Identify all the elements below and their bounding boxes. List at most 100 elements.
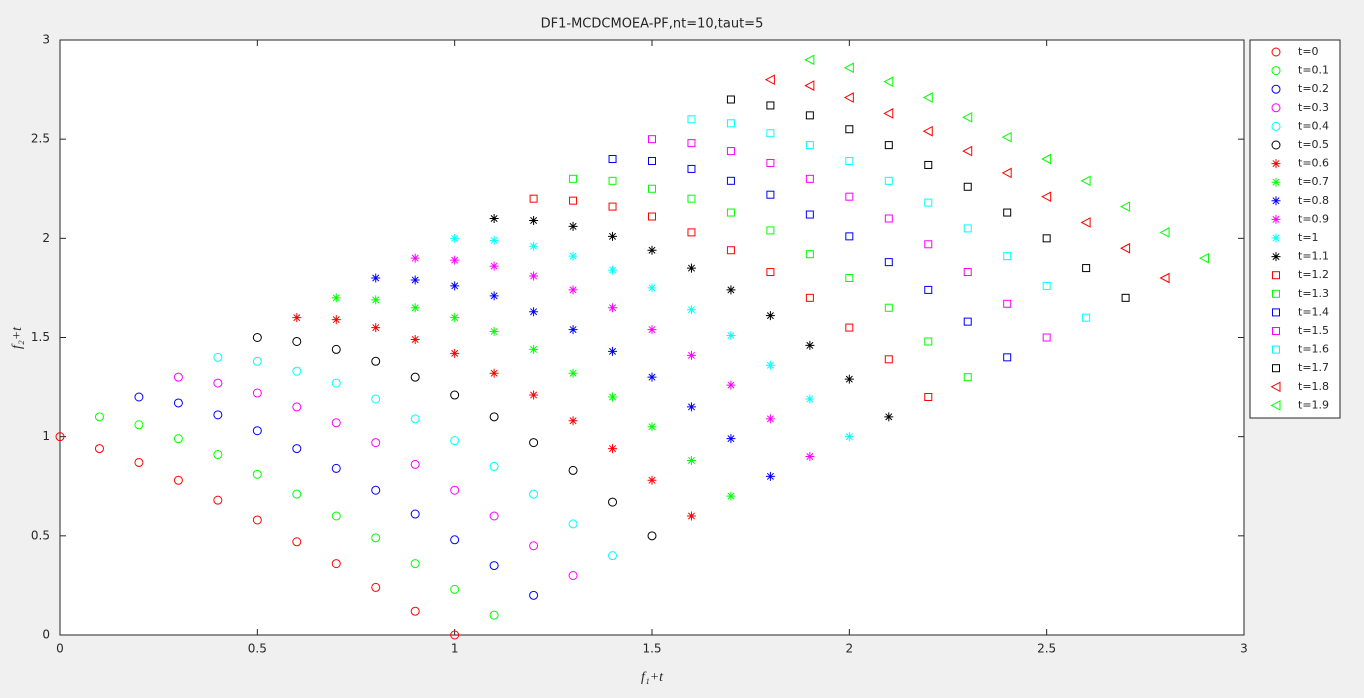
- series: [687, 115, 1091, 322]
- marker: [845, 274, 854, 282]
- marker: [213, 450, 223, 460]
- marker: [371, 356, 381, 366]
- marker: [884, 303, 893, 312]
- marker: [805, 394, 815, 404]
- marker: [1082, 313, 1091, 322]
- marker: [252, 356, 262, 366]
- marker: [766, 158, 775, 167]
- legend-label: t=1.9: [1298, 398, 1329, 411]
- legend-label: t=0.4: [1298, 119, 1329, 132]
- marker: [884, 176, 893, 185]
- marker: [292, 366, 302, 376]
- series: [529, 194, 933, 401]
- marker: [924, 285, 933, 294]
- marker: [529, 194, 538, 203]
- marker: [647, 531, 657, 541]
- marker: [371, 438, 381, 448]
- marker: [371, 295, 381, 305]
- marker: [726, 434, 736, 444]
- y-tick-label: 1: [42, 429, 50, 443]
- marker: [489, 368, 499, 378]
- marker: [764, 74, 775, 85]
- marker: [529, 390, 539, 400]
- marker: [292, 313, 302, 323]
- marker: [884, 355, 893, 364]
- marker: [410, 414, 420, 424]
- y-tick-label: 3: [42, 33, 50, 47]
- marker: [648, 156, 656, 165]
- marker: [1003, 208, 1012, 217]
- marker: [529, 307, 539, 317]
- marker: [647, 325, 657, 335]
- legend-marker: [1271, 159, 1281, 169]
- marker: [292, 537, 302, 547]
- marker: [647, 372, 657, 382]
- marker: [410, 509, 420, 519]
- marker: [450, 390, 460, 400]
- marker: [331, 293, 341, 303]
- legend-label: t=1.3: [1298, 287, 1329, 300]
- marker: [726, 176, 735, 185]
- marker: [331, 463, 341, 473]
- marker: [410, 334, 420, 344]
- marker: [608, 176, 617, 185]
- marker: [726, 119, 735, 128]
- marker: [450, 255, 460, 265]
- marker: [608, 202, 617, 211]
- marker: [924, 337, 933, 346]
- marker: [608, 231, 618, 241]
- marker: [963, 317, 972, 326]
- marker: [450, 535, 460, 545]
- marker: [884, 214, 893, 223]
- marker: [647, 475, 657, 485]
- marker: [765, 311, 775, 321]
- marker: [331, 315, 341, 325]
- marker: [1001, 167, 1012, 179]
- marker: [687, 194, 696, 203]
- marker: [686, 263, 696, 273]
- marker: [94, 412, 104, 422]
- marker: [252, 388, 262, 398]
- marker: [924, 393, 933, 401]
- legend-marker: [1272, 308, 1280, 317]
- marker: [845, 323, 854, 332]
- x-tick-label: 2.5: [1037, 642, 1056, 656]
- marker: [568, 325, 578, 335]
- marker: [371, 582, 381, 592]
- marker: [648, 184, 656, 193]
- marker: [1041, 153, 1052, 165]
- legend-label: t=0.6: [1298, 157, 1329, 170]
- marker: [766, 268, 775, 277]
- marker: [371, 533, 381, 543]
- marker: [805, 141, 814, 150]
- marker: [843, 62, 854, 74]
- legend-label: t=1.5: [1298, 324, 1329, 337]
- marker: [55, 432, 65, 442]
- series: [371, 273, 775, 481]
- legend-label: t=1.4: [1298, 305, 1329, 318]
- marker: [569, 196, 578, 205]
- marker: [765, 471, 775, 481]
- series: [648, 135, 1051, 342]
- legend-label: t=0.9: [1298, 212, 1329, 225]
- legend-marker: [1271, 177, 1281, 187]
- marker: [489, 561, 499, 571]
- marker: [687, 164, 696, 173]
- marker: [765, 360, 775, 370]
- series: [252, 333, 657, 541]
- marker: [884, 141, 893, 150]
- marker: [568, 519, 578, 529]
- legend-label: t=0.8: [1298, 194, 1329, 207]
- marker: [608, 392, 618, 402]
- marker: [450, 281, 460, 291]
- marker: [686, 350, 696, 360]
- marker: [568, 416, 578, 426]
- legend-marker: [1272, 364, 1280, 373]
- marker: [686, 305, 696, 315]
- marker: [489, 461, 499, 471]
- legend-label: t=0.2: [1298, 82, 1329, 95]
- marker: [1159, 272, 1170, 284]
- legend-marker: [1271, 47, 1281, 57]
- legend-label: t=0.7: [1298, 175, 1329, 188]
- marker: [529, 438, 539, 448]
